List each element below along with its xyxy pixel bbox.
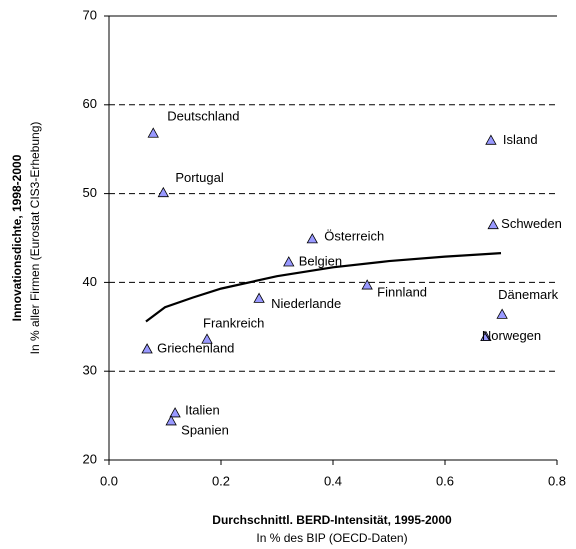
- point-label: Italien: [185, 402, 220, 417]
- y-tick-label: 50: [83, 185, 97, 200]
- y-tick-label: 60: [83, 96, 97, 111]
- x-tick-label: 0.0: [100, 473, 118, 488]
- point: [201, 333, 213, 344]
- point: [487, 218, 499, 230]
- point: [480, 330, 492, 341]
- point-label: Finnland: [377, 285, 427, 300]
- point: [306, 233, 318, 244]
- point-label: Spanien: [181, 422, 229, 437]
- point-label: Dänemark: [498, 287, 558, 302]
- point: [485, 134, 497, 145]
- point: [169, 407, 181, 418]
- x-axis-title: Durchschnittl. BERD-Intensität, 1995-200…: [212, 513, 452, 527]
- point-label: Island: [503, 132, 538, 147]
- y-tick-label: 70: [83, 7, 97, 22]
- x-tick-label: 0.4: [324, 473, 342, 488]
- y-tick-label: 20: [83, 451, 97, 466]
- x-tick-label: 0.2: [212, 473, 230, 488]
- y-tick-label: 40: [83, 274, 97, 289]
- trend-line: [145, 251, 502, 323]
- point-label: Niederlande: [271, 296, 341, 311]
- point: [157, 186, 169, 198]
- point-label: Frankreich: [203, 316, 264, 331]
- point-label: Norwegen: [482, 328, 541, 343]
- point-label: Österreich: [324, 228, 384, 243]
- y-tick-label: 30: [83, 363, 97, 378]
- point-label: Belgien: [299, 253, 342, 268]
- x-tick-label: 0.8: [548, 473, 566, 488]
- y-axis-subtitle: In % aller Firmen (Eurostat CIS3-Erhebun…: [28, 122, 42, 355]
- point-label: Schweden: [501, 216, 562, 231]
- point: [141, 343, 153, 354]
- point-label: Griechenland: [157, 340, 234, 355]
- point: [253, 292, 265, 303]
- point: [165, 415, 177, 426]
- point: [361, 279, 373, 290]
- y-axis-title: Innovationsdichte, 1998-2000: [10, 154, 24, 321]
- point: [283, 256, 295, 267]
- point: [496, 308, 508, 319]
- x-tick-label: 0.6: [436, 473, 454, 488]
- point-label: Portugal: [175, 170, 224, 185]
- point-label: Deutschland: [167, 109, 239, 124]
- point: [147, 127, 159, 138]
- x-axis-subtitle: In % des BIP (OECD-Daten): [256, 531, 407, 545]
